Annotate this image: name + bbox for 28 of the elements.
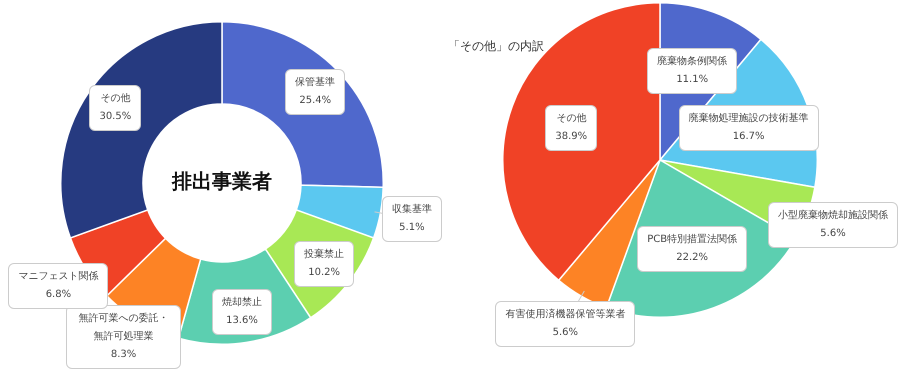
slice-label: 小型廃棄物焼却施設関係	[778, 208, 888, 223]
slice-label: 廃棄物条例関係	[657, 54, 728, 70]
slice-label: 焼却禁止	[222, 296, 262, 310]
data-label: 22.2%	[675, 250, 710, 265]
slice-label: 投棄禁止	[304, 248, 344, 262]
data-label: 5.1%	[398, 220, 426, 235]
slice-label: 収集基準	[392, 202, 432, 217]
slice-label: 有害使用済機器保管等業者	[505, 308, 626, 322]
slice-label: 無許可業への委託・無許可処理業	[78, 312, 170, 344]
slice-label: マニフェスト関係	[18, 270, 98, 284]
data-label: 10.2%	[307, 266, 342, 280]
text: 排出事業者	[171, 169, 272, 194]
slice-label: PCB特別措置法関係	[647, 232, 738, 247]
data-label: 13.6%	[225, 314, 259, 328]
data-label: 5.6%	[819, 226, 847, 241]
data-label: 25.4%	[298, 94, 332, 108]
slice-label: 廃棄物処理施設の技術基準	[688, 112, 809, 126]
data-label: 11.1%	[675, 73, 710, 88]
data-label: 6.8%	[44, 288, 72, 302]
data-label: 8.3%	[110, 348, 138, 362]
data-label: 5.6%	[552, 326, 579, 340]
data-label: 16.7%	[732, 130, 766, 144]
slice-label: その他	[99, 92, 132, 106]
slice-label: 保管基準	[295, 76, 336, 90]
data-label: 30.5%	[99, 110, 132, 124]
data-label: 38.9%	[555, 130, 588, 144]
text: 「その他」の内訳	[448, 38, 544, 55]
slice-label: その他	[555, 112, 588, 126]
